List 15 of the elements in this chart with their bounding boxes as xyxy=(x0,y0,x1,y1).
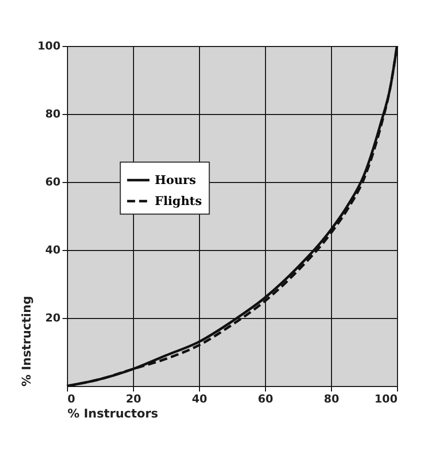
x-tick-label: 40 xyxy=(192,392,208,406)
x-tick-label: 60 xyxy=(258,392,274,406)
y-tick-label: 100 xyxy=(38,40,61,52)
legend-label: Hours xyxy=(154,173,196,188)
y-tick-label: 40 xyxy=(45,244,61,256)
x-tick-label: 0 xyxy=(68,392,76,406)
x-tick-label: 20 xyxy=(126,392,142,406)
x-axis-title: % Instructors xyxy=(68,406,158,420)
x-tick-label: 80 xyxy=(324,392,340,406)
y-tick-label: 80 xyxy=(45,108,61,120)
x-tick-label: 100 xyxy=(374,392,398,406)
y-axis-title: % Instructing xyxy=(20,296,34,386)
y-tick-label: 60 xyxy=(45,176,61,188)
legend-label: Flights xyxy=(154,194,202,208)
y-tick-label: 20 xyxy=(45,312,61,324)
